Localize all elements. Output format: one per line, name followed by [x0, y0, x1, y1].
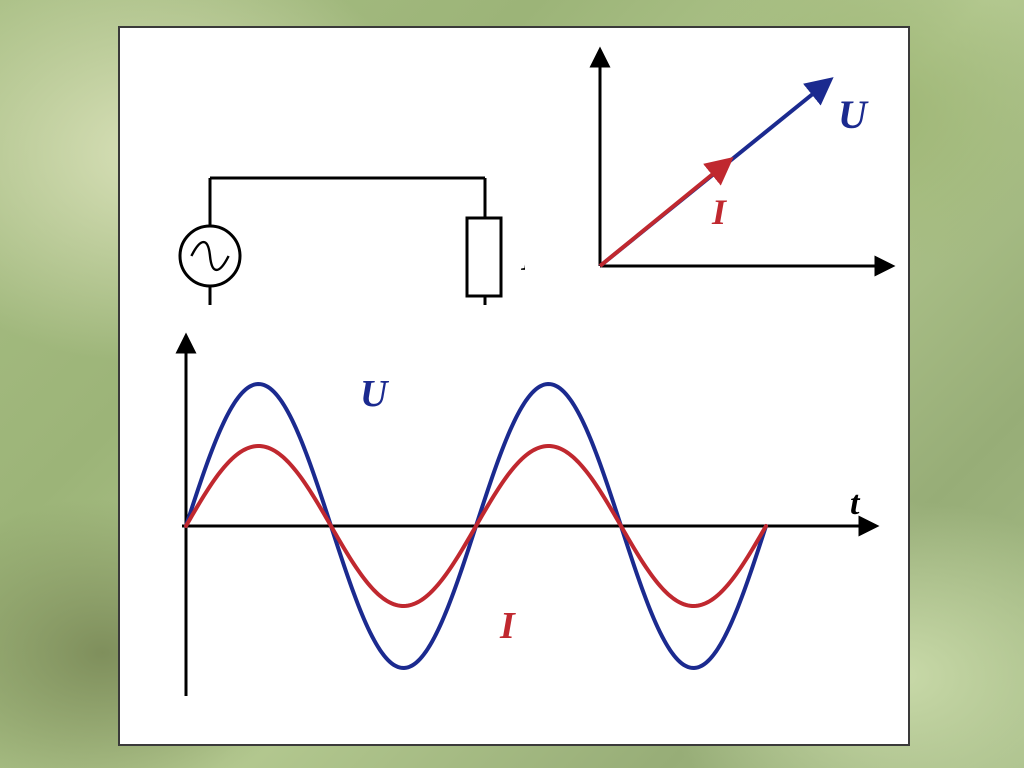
phasor-u-label: U	[838, 92, 869, 137]
background: R UI UIt	[0, 0, 1024, 768]
circuit-diagram: R	[155, 90, 525, 305]
phasor-i-label: I	[711, 192, 728, 232]
resistor-label: R	[520, 234, 525, 279]
figure-panel: R UI UIt	[118, 26, 910, 746]
time-axis-label: t	[850, 485, 861, 522]
waveform-chart: U It	[150, 328, 890, 718]
phasor-diagram: UI	[580, 42, 900, 298]
wave-u-label: U	[360, 373, 390, 415]
wave-i-label: I	[499, 605, 516, 647]
